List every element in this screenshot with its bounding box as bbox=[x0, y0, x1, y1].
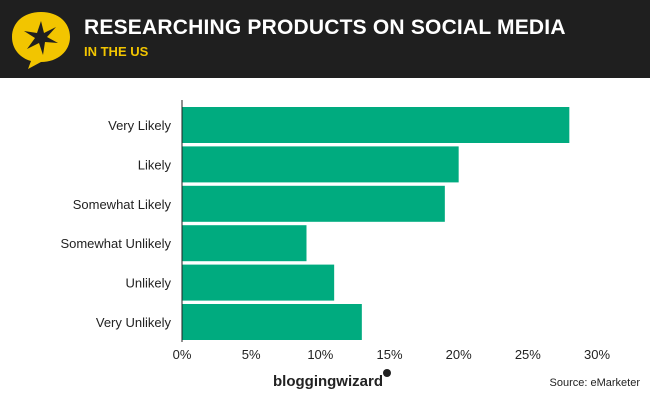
brand-name: bloggingwizard bbox=[273, 373, 383, 390]
bar-unlikely bbox=[182, 264, 335, 301]
x-tick-label: 10% bbox=[307, 347, 333, 362]
bar-likely bbox=[182, 146, 459, 183]
brand-logo: bloggingwizard bbox=[273, 369, 391, 390]
bar-very-likely bbox=[182, 107, 570, 143]
category-label: Somewhat Unlikely bbox=[60, 236, 171, 251]
chart-subtitle: IN THE US bbox=[84, 44, 149, 59]
chart-title: RESEARCHING PRODUCTS ON SOCIAL MEDIA bbox=[84, 16, 566, 39]
x-tick-label: 20% bbox=[446, 347, 472, 362]
category-label: Unlikely bbox=[125, 276, 171, 291]
x-tick-label: 30% bbox=[584, 347, 610, 362]
bar-very-unlikely bbox=[182, 304, 362, 340]
brand-dot-icon bbox=[383, 369, 391, 377]
category-label: Very Likely bbox=[108, 118, 171, 133]
x-tick-label: 15% bbox=[376, 347, 402, 362]
bar-somewhat-unlikely bbox=[182, 225, 307, 262]
category-label: Likely bbox=[138, 157, 172, 172]
category-label: Very Unlikely bbox=[96, 315, 172, 330]
x-tick-label: 5% bbox=[242, 347, 261, 362]
bar-somewhat-likely bbox=[182, 185, 445, 222]
x-tick-label: 0% bbox=[173, 347, 192, 362]
star-speech-bubble-icon bbox=[12, 12, 70, 69]
source-note: Source: eMarketer bbox=[549, 377, 640, 389]
category-label: Somewhat Likely bbox=[73, 197, 172, 212]
header-banner: RESEARCHING PRODUCTS ON SOCIAL MEDIA IN … bbox=[0, 0, 650, 78]
bar-chart: Very Likely Likely Somewhat Likely Somewhat… bbox=[60, 100, 610, 362]
x-tick-label: 25% bbox=[515, 347, 541, 362]
